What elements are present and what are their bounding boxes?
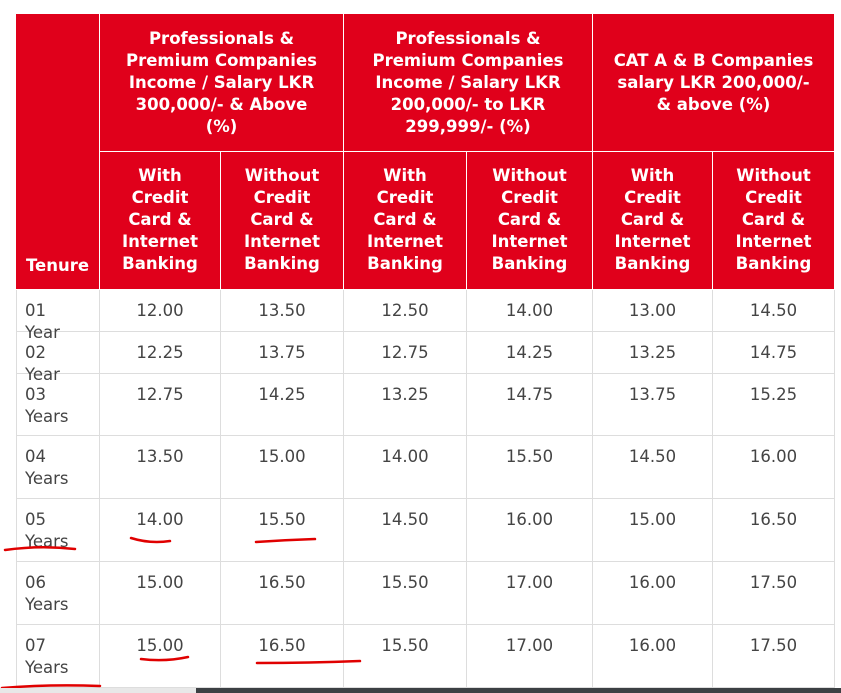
rate-cell: 14.25 — [467, 332, 593, 374]
sub-header: With Credit Card & Internet Banking — [344, 152, 467, 290]
rate-cell: 15.50 — [467, 436, 593, 499]
rate-cell: 12.00 — [100, 290, 221, 332]
rate-cell: 13.25 — [593, 332, 713, 374]
rate-cell: 13.00 — [593, 290, 713, 332]
rate-cell: 15.00 — [221, 436, 344, 499]
group-header: CAT A & B Companies salary LKR 200,000/-… — [593, 14, 835, 152]
scrollbar-track — [0, 688, 196, 693]
rate-cell: 17.50 — [713, 625, 835, 688]
rate-cell: 16.00 — [713, 436, 835, 499]
tenure-cell: 03 Years — [16, 374, 100, 436]
rate-cell: 14.00 — [100, 499, 221, 562]
tenure-cell: 01 Year — [16, 290, 100, 342]
rate-cell: 13.25 — [344, 374, 467, 436]
rate-cell: 14.50 — [344, 499, 467, 562]
rate-cell: 12.75 — [100, 374, 221, 436]
group-header: Professionals & Premium Companies Income… — [100, 14, 344, 152]
rate-cell: 14.00 — [344, 436, 467, 499]
rate-cell: 15.00 — [593, 499, 713, 562]
rate-cell: 14.75 — [713, 332, 835, 374]
rate-cell: 13.50 — [221, 290, 344, 332]
rate-cell: 17.00 — [467, 625, 593, 688]
rate-cell: 15.00 — [100, 625, 221, 688]
tenure-cell: 06 Years — [16, 562, 100, 625]
rate-cell: 16.50 — [221, 562, 344, 625]
rate-cell: 14.00 — [467, 290, 593, 332]
sub-header: Without Credit Card & Internet Banking — [713, 152, 835, 290]
rate-cell: 14.75 — [467, 374, 593, 436]
tenure-header: Tenure — [16, 14, 100, 290]
group-header: Professionals & Premium Companies Income… — [344, 14, 593, 152]
sub-header: With Credit Card & Internet Banking — [100, 152, 221, 290]
tenure-cell: 04 Years — [16, 436, 100, 499]
rate-cell: 14.50 — [713, 290, 835, 332]
tenure-cell: 07 Years — [16, 625, 100, 688]
rate-cell: 17.50 — [713, 562, 835, 625]
rate-cell: 16.50 — [221, 625, 344, 688]
rate-cell: 13.50 — [100, 436, 221, 499]
rate-cell: 15.25 — [713, 374, 835, 436]
rate-cell: 15.50 — [344, 625, 467, 688]
tenure-cell: 05 Years — [16, 499, 100, 562]
sub-header: Without Credit Card & Internet Banking — [467, 152, 593, 290]
sub-header: Without Credit Card & Internet Banking — [221, 152, 344, 290]
rate-cell: 12.25 — [100, 332, 221, 374]
rate-cell: 14.50 — [593, 436, 713, 499]
rate-cell: 15.50 — [221, 499, 344, 562]
rate-cell: 16.00 — [593, 625, 713, 688]
sub-header: With Credit Card & Internet Banking — [593, 152, 713, 290]
tenure-cell: 02 Year — [16, 332, 100, 384]
rate-cell: 13.75 — [593, 374, 713, 436]
rate-cell: 12.75 — [344, 332, 467, 374]
rate-cell: 16.00 — [467, 499, 593, 562]
rate-cell: 16.50 — [713, 499, 835, 562]
rate-cell: 14.25 — [221, 374, 344, 436]
rate-cell: 12.50 — [344, 290, 467, 332]
rate-cell: 17.00 — [467, 562, 593, 625]
rate-cell: 16.00 — [593, 562, 713, 625]
rate-cell: 15.50 — [344, 562, 467, 625]
scrollbar-thumb — [196, 688, 841, 693]
rate-cell: 13.75 — [221, 332, 344, 374]
rate-cell: 15.00 — [100, 562, 221, 625]
